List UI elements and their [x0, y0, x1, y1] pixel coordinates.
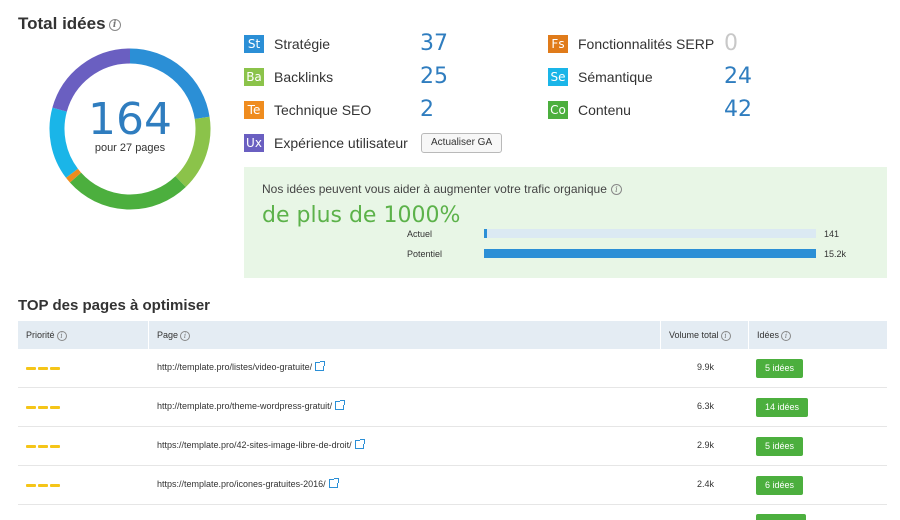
ideas-button[interactable]: 14 idées — [756, 398, 809, 417]
category-count-semantique: 24 — [724, 64, 752, 89]
badge-backlinks: Ba — [244, 68, 264, 86]
info-icon[interactable]: i — [610, 184, 622, 196]
page-url-text: http://template.pro/theme-wordpress-grat… — [157, 401, 333, 411]
category-semantique: Se Sémantique — [548, 67, 653, 87]
total-ideas-count: 164 — [88, 94, 172, 145]
category-count-strategie: 37 — [420, 31, 448, 56]
ideas-button[interactable]: 5 idées — [756, 359, 804, 378]
column-priority[interactable]: Priorité i — [18, 321, 149, 349]
priority-indicator — [26, 484, 62, 487]
category-label: Expérience utilisateur — [274, 135, 408, 151]
page-volume: 2.4k — [696, 479, 714, 489]
badge-experience-utilisateur: Ux — [244, 134, 264, 152]
donut-segment-s-mantique — [49, 107, 79, 178]
external-link-icon[interactable] — [354, 439, 365, 449]
category-count-contenu: 42 — [724, 97, 752, 122]
category-label: Fonctionnalités SERP — [578, 36, 715, 52]
donut-segment-backlinks — [175, 116, 211, 187]
page-url-link[interactable]: http://template.pro/listes/video-gratuit… — [157, 361, 326, 372]
bar-value-potentiel: 15.2k — [824, 249, 847, 259]
page-url-text: http://template.pro/listes/video-gratuit… — [157, 362, 313, 372]
category-label: Technique SEO — [274, 102, 372, 118]
donut-center: 164 pour 27 pages — [47, 46, 213, 212]
ideas-button[interactable]: 5 idées — [756, 437, 804, 456]
category-label: Backlinks — [274, 69, 334, 85]
category-count-technique-seo: 2 — [420, 97, 434, 122]
info-icon[interactable]: i — [180, 330, 191, 341]
category-technique-seo: Te Technique SEO — [244, 100, 371, 120]
page-url-link[interactable]: https://template.pro/icones-gratuites-20… — [157, 478, 339, 489]
column-ideas[interactable]: Idées i — [749, 321, 887, 349]
column-volume-label: Volume total — [669, 330, 719, 340]
table-row: http://template.pro/listes/video-gratuit… — [18, 349, 887, 388]
info-icon[interactable]: i — [781, 330, 792, 341]
info-icon[interactable]: i — [720, 330, 731, 341]
info-icon[interactable]: i — [56, 330, 67, 341]
column-priority-label: Priorité — [26, 330, 55, 340]
bar-label-actuel: Actuel — [407, 229, 433, 239]
category-count-backlinks: 25 — [420, 64, 448, 89]
page-url-link[interactable]: https://template.pro/42-sites-image-libr… — [157, 439, 365, 450]
external-link-icon[interactable] — [328, 478, 339, 488]
external-link-icon[interactable] — [335, 400, 346, 410]
donut-segment-contenu — [69, 172, 186, 210]
badge-strategie: St — [244, 35, 264, 53]
total-pages-label: pour 27 pages — [94, 142, 166, 154]
page-url-text: https://template.pro/icones-gratuites-20… — [157, 479, 326, 489]
total-ideas-title: Total idées i — [18, 14, 121, 34]
donut-svg — [49, 48, 211, 210]
bar-fill-potentiel — [484, 249, 816, 258]
page-url-link[interactable]: http://template.pro/theme-wordpress-grat… — [157, 400, 346, 411]
donut-segment-strat-gie — [129, 48, 210, 120]
bar-value-actuel: 141 — [824, 229, 840, 239]
bar-label-potentiel: Potentiel — [407, 249, 443, 259]
ideas-button[interactable]: 6 idées — [756, 476, 804, 495]
category-strategie: St Stratégie — [244, 34, 330, 54]
bar-track-potentiel — [484, 249, 816, 258]
category-contenu: Co Contenu — [548, 100, 631, 120]
column-ideas-label: Idées — [757, 330, 780, 340]
table-header: Priorité i Page i Volume total i Idées i — [18, 321, 887, 349]
category-label: Sémantique — [578, 69, 653, 85]
page-volume: 9.9k — [696, 362, 714, 372]
table-row: https://template.pro/icones-gratuites-20… — [18, 466, 887, 505]
donut-segment-exp-rience-utilisateur — [52, 48, 131, 112]
donut-segment-technique-seo — [65, 168, 82, 183]
bar-track-actuel — [484, 229, 816, 238]
traffic-potential-text-content: Nos idées peuvent vous aider à augmenter… — [262, 182, 607, 196]
traffic-potential-text: Nos idées peuvent vous aider à augmenter… — [262, 182, 622, 196]
category-count-fonctionnalites-serp: 0 — [724, 31, 738, 56]
update-ga-button[interactable]: Actualiser GA — [421, 133, 503, 153]
category-fonctionnalites-serp: Fs Fonctionnalités SERP — [548, 34, 714, 54]
traffic-potential-headline: de plus de 1000% — [262, 203, 461, 228]
column-page[interactable]: Page i — [149, 321, 661, 349]
badge-contenu: Co — [548, 101, 568, 119]
column-volume[interactable]: Volume total i — [661, 321, 749, 349]
external-link-icon[interactable] — [315, 361, 326, 371]
priority-indicator — [26, 406, 62, 409]
page-url-text: https://template.pro/42-sites-image-libr… — [157, 440, 352, 450]
badge-technique-seo: Te — [244, 101, 264, 119]
category-backlinks: Ba Backlinks — [244, 67, 333, 87]
page-volume: 2.9k — [696, 440, 714, 450]
priority-indicator — [26, 445, 62, 448]
traffic-potential-panel: Nos idées peuvent vous aider à augmenter… — [244, 167, 887, 278]
badge-fonctionnalites-serp: Fs — [548, 35, 568, 53]
table-row: http://template.pro/theme-wordpress-grat… — [18, 388, 887, 427]
category-label: Contenu — [578, 102, 631, 118]
page-volume: 6.3k — [696, 401, 714, 411]
top-pages-title: TOP des pages à optimiser — [18, 297, 211, 314]
ideas-button-partial[interactable] — [756, 514, 806, 520]
bar-fill-actuel — [484, 229, 488, 238]
info-icon[interactable]: i — [108, 18, 121, 31]
category-experience-utilisateur: Ux Expérience utilisateur — [244, 133, 408, 153]
total-ideas-title-text: Total idées — [18, 14, 106, 33]
badge-semantique: Se — [548, 68, 568, 86]
column-page-label: Page — [157, 330, 179, 340]
category-label: Stratégie — [274, 36, 331, 52]
priority-indicator — [26, 367, 62, 370]
ideas-donut-chart: 164 pour 27 pages — [47, 46, 213, 212]
table-row: https://template.pro/42-sites-image-libr… — [18, 427, 887, 466]
